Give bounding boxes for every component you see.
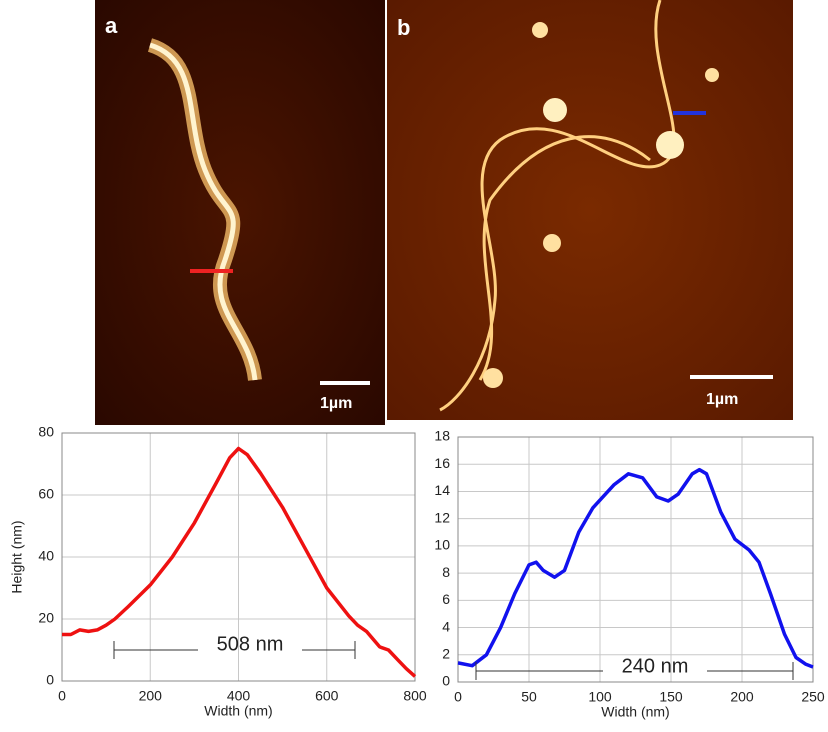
y-tick-label: 4 — [442, 618, 450, 634]
y-tick-label: 8 — [442, 564, 450, 580]
x-axis-label: Width (nm) — [601, 704, 669, 720]
y-tick-label: 14 — [434, 482, 450, 498]
x-axis-label: Width (nm) — [204, 703, 272, 719]
y-tick-label: 18 — [434, 428, 450, 444]
y-tick-label: 60 — [38, 486, 54, 502]
x-tick-label: 800 — [403, 688, 427, 704]
x-tick-label: 100 — [588, 689, 612, 705]
x-tick-label: 200 — [730, 689, 754, 705]
line-series — [457, 467, 814, 669]
panel-label: b — [397, 15, 410, 40]
y-tick-label: 16 — [434, 455, 450, 471]
x-tick-label: 50 — [521, 689, 537, 705]
y-tick-label: 40 — [38, 548, 54, 564]
x-tick-label: 0 — [454, 689, 462, 705]
x-tick-label: 150 — [659, 689, 683, 705]
plot-frame — [457, 436, 814, 683]
annotation: 508 nm — [217, 633, 284, 655]
y-axis-label: Height (nm) — [9, 520, 25, 593]
scale-bar-label: 1µm — [706, 391, 738, 408]
y-tick-label: 0 — [46, 672, 54, 688]
line-series — [62, 446, 417, 678]
annotation: 240 nm — [622, 655, 689, 677]
x-tick-label: 200 — [139, 688, 163, 704]
y-tick-label: 10 — [434, 537, 450, 553]
plot-frame — [61, 432, 416, 682]
afm-image-b: b 1µm — [387, 0, 793, 420]
afm-image-a: a 1µm — [95, 0, 385, 425]
x-tick-label: 600 — [315, 688, 339, 704]
y-tick-label: 20 — [38, 610, 54, 626]
x-tick-label: 0 — [58, 688, 66, 704]
x-tick-label: 400 — [227, 688, 251, 704]
scale-bar-label: 1µm — [320, 395, 352, 412]
x-tick-label: 250 — [801, 689, 825, 705]
y-tick-label: 80 — [38, 424, 54, 440]
y-tick-label: 0 — [442, 673, 450, 689]
y-tick-label: 2 — [442, 645, 450, 661]
y-tick-label: 6 — [442, 591, 450, 607]
panel-label: a — [105, 13, 118, 38]
y-tick-label: 12 — [434, 509, 450, 525]
